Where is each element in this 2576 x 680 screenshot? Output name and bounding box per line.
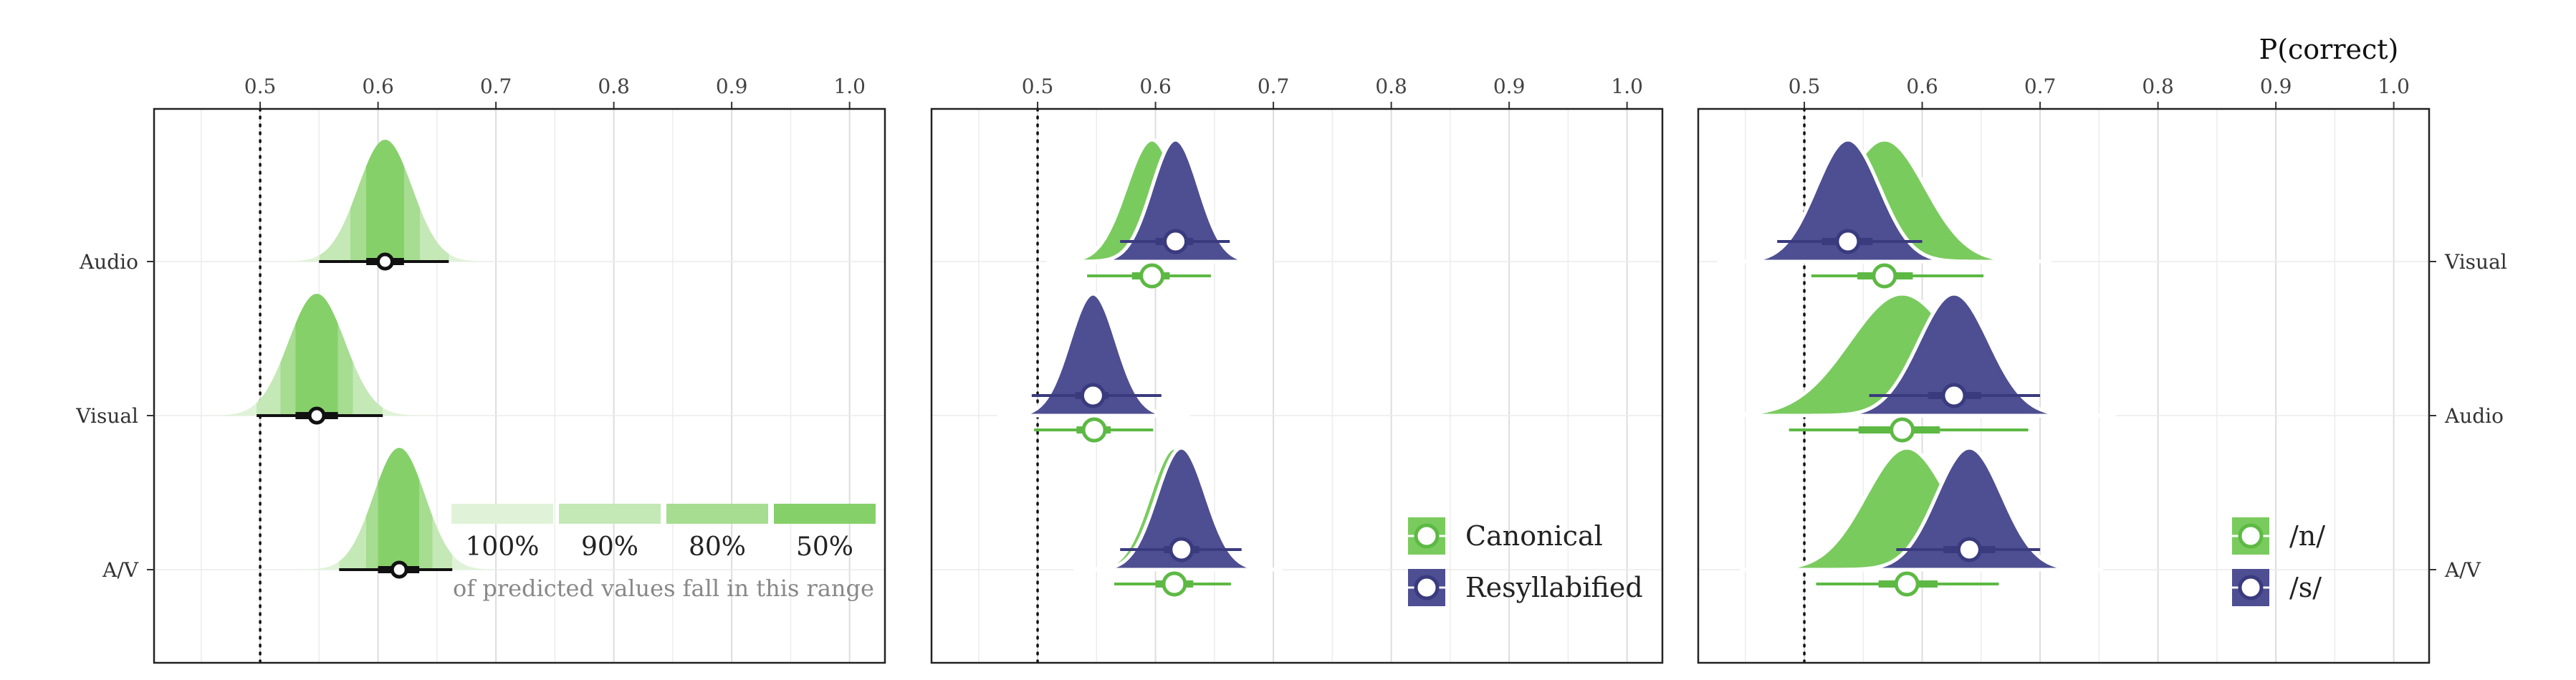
legend-key-point <box>2238 575 2264 600</box>
interval-swatch-50 <box>774 504 876 524</box>
row-av <box>1073 446 1283 597</box>
row-av <box>295 448 503 579</box>
row-visual <box>997 292 1191 443</box>
mean-point <box>1080 383 1106 408</box>
mean-point <box>1894 571 1920 597</box>
mean-point <box>1169 537 1194 562</box>
panel-p2: 0.5 0.6 0.7 0.8 0.9 1.0 <box>930 75 1664 664</box>
density-purple <box>1079 138 1272 264</box>
mean-point <box>375 252 394 271</box>
mean-point <box>1956 537 1982 562</box>
density-purple <box>1081 446 1283 572</box>
x-tick-label: 0.5 <box>244 75 277 98</box>
x-tick-label: 1.0 <box>2378 75 2410 98</box>
row-label: Audio <box>2444 404 2504 428</box>
x-tick-label: 1.0 <box>1611 75 1643 98</box>
panel-frame <box>153 107 886 664</box>
x-tick-label: 0.8 <box>598 75 630 98</box>
row-av <box>1740 446 2104 597</box>
x-tick-label: 0.7 <box>1258 75 1290 98</box>
legend-key-point <box>1414 523 1440 549</box>
x-tick-label: 0.7 <box>480 75 512 98</box>
interval-label: 50% <box>796 532 853 562</box>
row-label: Visual <box>2444 250 2507 274</box>
mean-point <box>1163 229 1189 254</box>
interval-swatch-100 <box>451 504 553 524</box>
x-tick-label: 0.8 <box>2142 75 2174 98</box>
mean-point <box>1941 383 1967 408</box>
mean-point <box>307 406 326 425</box>
interval-legend: 100% 90% 80% 50% of predicted values fall in… <box>451 504 876 602</box>
interval-swatch-80 <box>666 504 768 524</box>
legend-key-point <box>2238 523 2264 549</box>
row-label: A/V <box>2444 558 2481 582</box>
legend-label: /n/ <box>2289 520 2325 552</box>
x-tick-label: 0.9 <box>1493 75 1526 98</box>
mean-point <box>390 560 408 579</box>
density-purple <box>997 292 1189 418</box>
row-label: A/V <box>102 558 139 582</box>
group-legend-canonical-resyllabified: Canonical Resyllabified <box>1408 517 1643 606</box>
mean-point <box>1139 263 1165 289</box>
mean-point <box>1162 571 1187 597</box>
density-purple <box>1718 138 1978 264</box>
row-audio <box>1687 292 2117 443</box>
row-audio <box>277 140 494 271</box>
row-label: Audio <box>79 250 138 274</box>
row-audio <box>1046 138 1272 289</box>
group-legend-n-s: /n/ /s/ <box>2232 517 2325 606</box>
row-label: Visual <box>75 404 138 428</box>
legend-label: /s/ <box>2289 572 2322 603</box>
panel-p1: 0.5 0.6 0.7 0.8 0.9 1.0 Audio Visual A/V <box>75 75 886 664</box>
interval-swatch-90 <box>559 504 661 524</box>
density-purple <box>1811 292 2097 418</box>
x-tick-label: 0.8 <box>1375 75 1407 98</box>
top-axis-title: P(correct) <box>2259 34 2399 65</box>
x-tick-label: 0.5 <box>1022 75 1054 98</box>
row-visual <box>204 294 430 425</box>
density-green <box>295 448 503 570</box>
mean-point <box>1890 417 1915 443</box>
mean-point <box>1081 417 1107 443</box>
x-tick-label: 0.9 <box>716 75 748 98</box>
panel-p3: 0.5 0.6 0.7 0.8 0.9 1.0 Visual Audio A/V <box>1687 75 2507 664</box>
panel-frame <box>1697 107 2431 664</box>
mean-point <box>1835 229 1861 254</box>
mean-point <box>1872 263 1897 289</box>
x-tick-label: 0.6 <box>1906 75 1938 98</box>
x-tick-label: 1.0 <box>833 75 866 98</box>
density-purple <box>1835 446 2104 572</box>
density-green <box>277 140 494 262</box>
x-tick-label: 0.5 <box>1789 75 1821 98</box>
interval-label: 90% <box>581 532 638 562</box>
x-tick-label: 0.6 <box>1139 75 1172 98</box>
panel-frame <box>930 107 1664 664</box>
density-green <box>204 294 430 416</box>
legend-label: Resyllabified <box>1465 572 1643 603</box>
legend-label: Canonical <box>1465 520 1603 552</box>
interval-label: 100% <box>466 532 540 562</box>
x-tick-label: 0.7 <box>2024 75 2057 98</box>
x-tick-label: 0.9 <box>2260 75 2292 98</box>
interval-label: 80% <box>689 532 746 562</box>
x-tick-label: 0.6 <box>362 75 394 98</box>
interval-caption: of predicted values fall in this range <box>453 575 874 602</box>
row-visual <box>1718 138 2051 289</box>
legend-key-point <box>1414 575 1440 600</box>
